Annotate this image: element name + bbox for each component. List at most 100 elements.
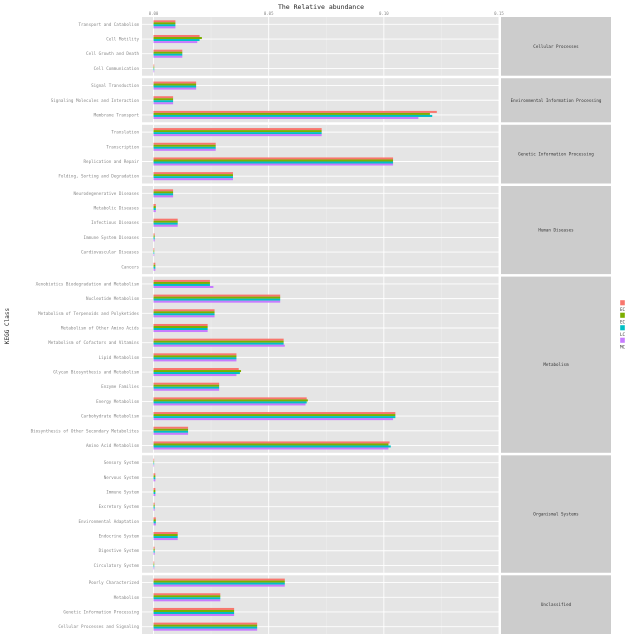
- bar: [153, 609, 235, 612]
- bar: [153, 386, 220, 389]
- bar: [153, 146, 216, 149]
- bar: [153, 237, 155, 240]
- legend-label: EC: [620, 320, 626, 325]
- bar: [153, 372, 240, 375]
- bar: [153, 130, 322, 133]
- chart-panels: Transport and Catabolism Cell Motility Cel…: [31, 17, 611, 634]
- bar: [153, 281, 210, 284]
- category-label: Metabolism of Cofactors and Vitamins: [48, 340, 139, 345]
- bar: [153, 548, 155, 551]
- category-label: Metabolism of Terpenoids and Polyketides: [38, 311, 139, 316]
- bar: [153, 34, 200, 38]
- panel: Poorly Characterized Metabolism Genetic In…: [58, 575, 611, 634]
- bar: [153, 128, 322, 131]
- bar: [153, 340, 284, 343]
- bar: [153, 384, 220, 387]
- bar: [153, 262, 156, 265]
- bar: [153, 268, 156, 271]
- facet-strip-label: Genetic Information Processing: [518, 152, 594, 157]
- bar: [153, 460, 155, 463]
- bar: [153, 285, 214, 288]
- bar: [153, 550, 155, 553]
- category-label: Folding, Sorting and Degradation: [58, 174, 139, 179]
- bar: [153, 502, 155, 505]
- facet-strip-label: Human Diseases: [538, 228, 574, 233]
- category-label: Cardiovascular Diseases: [81, 250, 139, 255]
- bar: [153, 426, 189, 429]
- legend-label: LC: [620, 332, 626, 337]
- category-label: Cancers: [121, 264, 139, 269]
- bar: [153, 473, 156, 476]
- bar: [153, 536, 178, 539]
- bar: [153, 397, 307, 400]
- bar: [153, 283, 210, 286]
- facet-strip: [501, 17, 611, 76]
- bar: [153, 523, 156, 526]
- bar: [153, 159, 394, 162]
- bar: [153, 98, 174, 101]
- bar: [153, 96, 174, 99]
- facet-strip-label: Metabolism: [543, 362, 569, 367]
- bar: [153, 368, 239, 371]
- category-label: Excretory System: [99, 504, 140, 509]
- category-label: Infectious Diseases: [91, 220, 139, 225]
- y-axis-title: KEGG Class: [4, 308, 11, 345]
- panel: Xenobiotics Biodegradation and Metabolis…: [31, 276, 611, 453]
- x-axis-ticks: 0.00 0.05 0.10 0.15: [149, 11, 505, 16]
- bar: [153, 325, 208, 328]
- bar: [153, 416, 396, 419]
- category-label: Transport and Catabolism: [78, 22, 139, 27]
- bar: [153, 114, 433, 117]
- bar: [153, 53, 183, 56]
- panel-background: [142, 455, 499, 573]
- bar: [153, 311, 215, 314]
- legend-key: [619, 337, 626, 344]
- bar: [153, 208, 156, 211]
- bar: [153, 220, 178, 223]
- bar: [153, 552, 155, 555]
- facet-strip: [501, 276, 611, 453]
- bar: [153, 370, 242, 373]
- bar: [153, 414, 396, 417]
- bar: [153, 112, 430, 115]
- bar: [153, 597, 221, 600]
- bar: [153, 20, 176, 23]
- bar: [153, 582, 285, 585]
- bar: [153, 178, 233, 181]
- bar: [153, 323, 208, 326]
- bar: [153, 504, 155, 507]
- bar: [153, 172, 233, 175]
- bar: [153, 477, 156, 480]
- category-label: Membrane Transport: [94, 112, 140, 117]
- panel-background: [142, 17, 499, 76]
- bar: [153, 399, 308, 402]
- facet-strip: [501, 124, 611, 184]
- bar: [153, 563, 155, 566]
- category-label: Metabolic Diseases: [94, 206, 140, 211]
- facet-strip-label: Cellular Processes: [533, 44, 579, 49]
- category-label: Digestive System: [99, 548, 140, 553]
- bar: [153, 210, 156, 213]
- bar: [153, 264, 156, 267]
- bar: [153, 250, 155, 253]
- bar: [153, 353, 237, 356]
- category-label: Nervous System: [104, 475, 140, 480]
- bar: [153, 206, 156, 209]
- bar: [153, 22, 176, 25]
- facet-strip: [501, 575, 611, 634]
- bar: [153, 388, 220, 391]
- bar: [153, 338, 284, 341]
- bar: [153, 239, 155, 242]
- category-label: Cellular Processes and Signaling: [58, 624, 139, 629]
- category-label: Immune System: [106, 490, 139, 495]
- bar: [153, 191, 174, 194]
- bar: [153, 584, 285, 587]
- bar: [153, 578, 285, 581]
- bar: [153, 85, 197, 88]
- bar: [153, 87, 197, 90]
- panel: Signal Transduction Signaling Molecules a…: [51, 78, 611, 123]
- panel-background: [142, 186, 499, 275]
- bar: [153, 294, 281, 297]
- category-label: Nucleotide Metabolism: [86, 296, 139, 301]
- category-label: Signaling Molecules and Interaction: [51, 98, 140, 103]
